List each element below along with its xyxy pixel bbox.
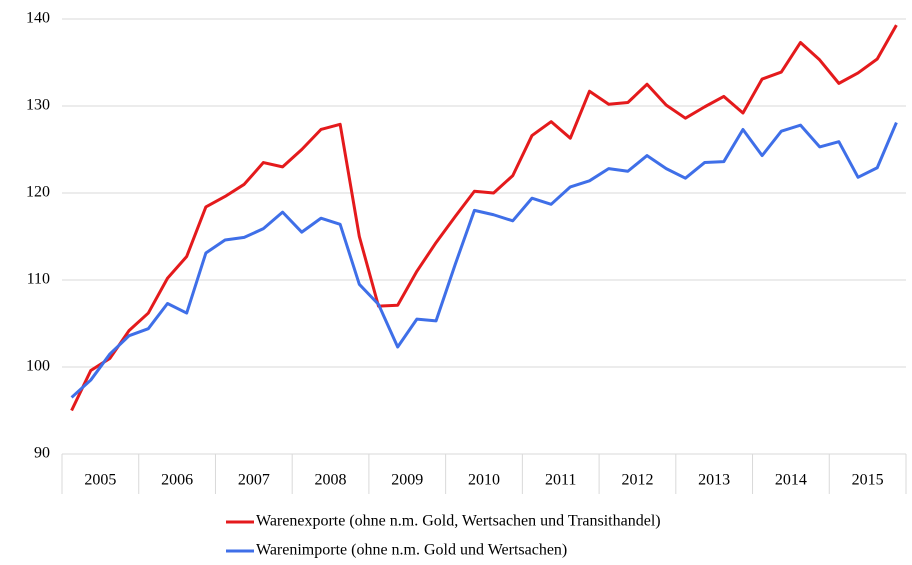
legend-label: Warenimporte (ohne n.m. Gold und Wertsac… [256,542,567,559]
y-tick-label: 120 [26,184,50,201]
y-tick-label: 140 [26,10,50,27]
y-tick-label: 90 [34,445,50,462]
x-tick-label: 2015 [852,472,884,489]
x-tick-label: 2008 [315,472,347,489]
x-tick-label: 2007 [238,472,270,489]
y-tick-label: 110 [27,271,50,288]
legend-label: Warenexporte (ohne n.m. Gold, Wertsachen… [256,513,661,530]
x-tick-label: 2013 [698,472,730,489]
y-tick-label: 130 [26,97,50,114]
x-tick-label: 2010 [468,472,500,489]
series-line [70,24,898,412]
x-tick-label: 2014 [775,472,807,489]
x-tick-label: 2006 [161,472,193,489]
x-tick-label: 2012 [621,472,653,489]
x-tick-label: 2011 [545,472,576,489]
y-tick-label: 100 [26,358,50,375]
x-tick-label: 2005 [84,472,116,489]
series-line [70,121,898,399]
x-tick-label: 2009 [391,472,423,489]
